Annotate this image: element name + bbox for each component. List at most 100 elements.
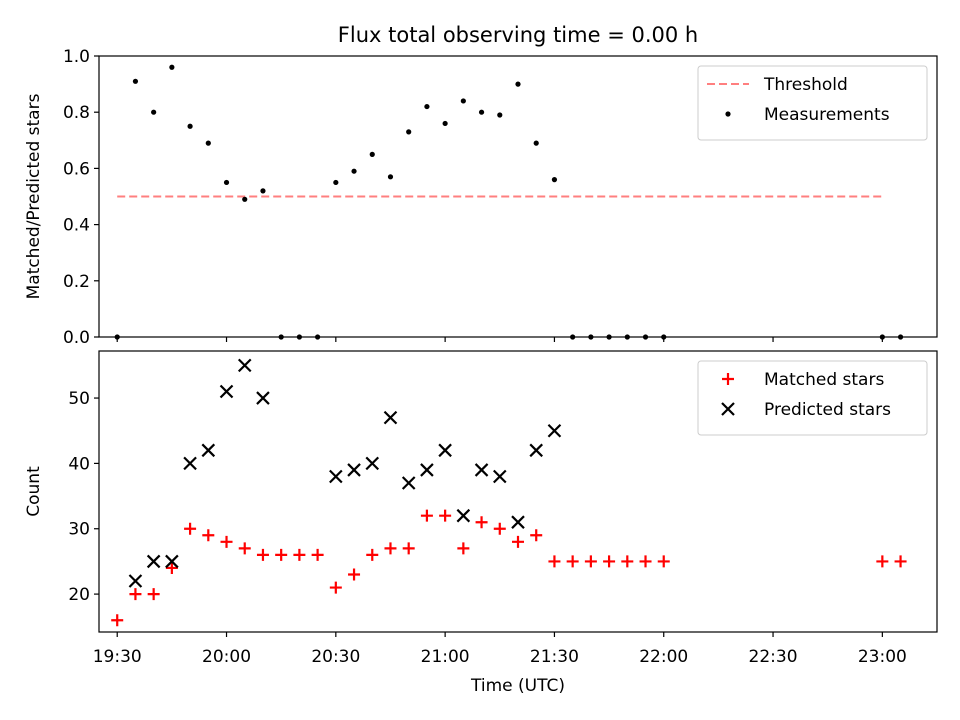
x-tick-label: 22:00 xyxy=(639,647,688,667)
top-panel: 0.0 0.2 0.4 0.6 0.8 1.0 Matched/Predicted star… xyxy=(24,47,938,348)
data-point xyxy=(223,179,230,186)
data-point xyxy=(184,522,197,535)
y-tick-label: 0.0 xyxy=(63,328,90,348)
x-axis-label: Time (UTC) xyxy=(470,676,565,696)
data-point xyxy=(147,588,160,601)
legend-swatch xyxy=(725,111,731,117)
data-point xyxy=(474,463,489,477)
data-point xyxy=(365,456,380,471)
x-tick-label: 22:30 xyxy=(749,647,798,667)
data-point xyxy=(566,555,579,568)
plot-frame xyxy=(98,350,938,633)
data-point xyxy=(311,548,324,561)
data-point xyxy=(497,112,503,118)
data-point xyxy=(401,476,416,490)
plot-frame xyxy=(98,55,938,338)
data-point xyxy=(402,542,415,555)
data-point xyxy=(383,410,398,425)
data-point xyxy=(603,555,616,568)
data-point xyxy=(876,555,889,568)
legend-label: Threshold xyxy=(763,75,848,95)
data-point xyxy=(348,568,361,581)
data-point xyxy=(369,151,375,157)
data-point xyxy=(529,443,543,458)
bottom-panel: 20 30 40 50 19:30 20:00 20:30 21:00 21:30 22:00 22… xyxy=(24,350,938,667)
data-point xyxy=(548,555,561,568)
data-point xyxy=(293,548,306,561)
y-tick-label: 0.4 xyxy=(63,216,90,236)
x-tick-label: 20:30 xyxy=(311,647,360,667)
data-point xyxy=(493,522,506,535)
data-point xyxy=(894,555,907,568)
data-point xyxy=(169,64,175,70)
data-point xyxy=(347,463,361,477)
data-point xyxy=(551,177,558,183)
data-point xyxy=(205,140,211,146)
y-tick-label: 30 xyxy=(68,520,90,540)
data-point xyxy=(237,358,252,373)
data-point xyxy=(351,168,357,174)
data-point xyxy=(132,78,139,84)
data-point xyxy=(639,555,652,568)
data-point xyxy=(424,103,430,110)
data-point xyxy=(457,542,470,555)
data-point xyxy=(151,109,157,115)
data-point xyxy=(475,516,488,529)
legend-label: Matched stars xyxy=(764,370,884,390)
data-point xyxy=(238,542,251,555)
data-point xyxy=(387,174,394,180)
legend: Matched stars Predicted stars xyxy=(697,360,928,436)
y-axis-label: Count xyxy=(24,466,44,517)
data-point xyxy=(657,555,670,568)
data-point xyxy=(201,443,216,458)
legend-swatch xyxy=(722,373,734,385)
x-tick-label: 20:00 xyxy=(202,647,251,667)
data-point xyxy=(260,188,266,194)
data-point xyxy=(420,463,434,477)
data-point xyxy=(493,469,507,484)
y-tick-label: 0.8 xyxy=(63,103,90,123)
data-point xyxy=(256,391,270,405)
data-point xyxy=(242,196,248,202)
data-point xyxy=(384,542,397,555)
data-point xyxy=(129,588,142,601)
data-point xyxy=(187,123,193,129)
data-point xyxy=(146,554,161,569)
data-point xyxy=(621,555,634,568)
data-point xyxy=(439,509,452,522)
data-point xyxy=(128,574,143,588)
legend-swatch xyxy=(721,402,735,416)
chart-title: Flux total observing time = 0.00 h xyxy=(338,23,698,47)
data-point xyxy=(584,555,597,568)
data-point xyxy=(275,548,288,561)
data-point xyxy=(220,535,233,548)
data-point xyxy=(329,581,342,594)
x-tick-label: 21:00 xyxy=(421,647,470,667)
legend-box xyxy=(697,360,928,436)
legend: Threshold Measurements xyxy=(697,65,928,141)
data-point xyxy=(165,561,178,574)
y-tick-label: 0.2 xyxy=(63,272,90,292)
data-point xyxy=(533,140,539,146)
data-point xyxy=(183,456,197,471)
y-tick-label: 40 xyxy=(68,454,90,474)
legend-box xyxy=(697,65,928,141)
y-axis-label: Matched/Predicted stars xyxy=(24,93,44,299)
data-point xyxy=(420,509,433,522)
data-point xyxy=(456,508,471,523)
data-point xyxy=(165,554,179,569)
data-point xyxy=(111,614,124,627)
data-point xyxy=(406,129,412,135)
data-point xyxy=(512,535,524,548)
data-point xyxy=(442,120,448,127)
y-tick-label: 1.0 xyxy=(63,47,90,67)
legend-label: Predicted stars xyxy=(764,400,891,420)
data-point xyxy=(438,443,452,458)
data-point xyxy=(366,548,379,561)
data-point xyxy=(547,423,562,438)
x-tick-label: 21:30 xyxy=(530,647,579,667)
data-point xyxy=(511,515,525,529)
data-point xyxy=(219,384,234,399)
y-tick-label: 50 xyxy=(68,389,90,409)
